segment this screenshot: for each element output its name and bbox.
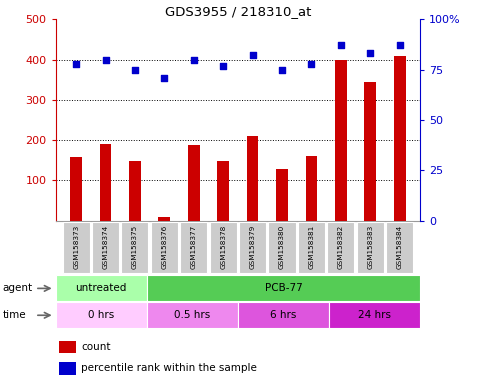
FancyBboxPatch shape xyxy=(63,222,90,273)
FancyBboxPatch shape xyxy=(298,222,325,273)
Point xyxy=(308,61,315,67)
Point xyxy=(131,66,139,73)
Text: GSM158384: GSM158384 xyxy=(397,225,403,269)
Point xyxy=(366,50,374,56)
Point xyxy=(278,66,286,73)
Text: GSM158379: GSM158379 xyxy=(250,225,256,269)
Bar xyxy=(56,302,147,328)
Bar xyxy=(247,136,258,221)
Text: GSM158376: GSM158376 xyxy=(161,225,167,269)
Text: GSM158380: GSM158380 xyxy=(279,225,285,269)
Text: 0.5 hrs: 0.5 hrs xyxy=(174,310,211,320)
Text: percentile rank within the sample: percentile rank within the sample xyxy=(81,363,257,373)
Bar xyxy=(147,302,238,328)
Bar xyxy=(56,275,147,301)
FancyBboxPatch shape xyxy=(327,222,355,273)
Text: GSM158381: GSM158381 xyxy=(309,225,314,269)
FancyBboxPatch shape xyxy=(180,222,207,273)
Text: agent: agent xyxy=(2,283,32,293)
Bar xyxy=(59,341,76,353)
Bar xyxy=(70,157,82,221)
Title: GDS3955 / 218310_at: GDS3955 / 218310_at xyxy=(165,5,311,18)
Bar xyxy=(147,275,420,301)
Point xyxy=(72,61,80,67)
Text: PCB-77: PCB-77 xyxy=(265,283,302,293)
FancyBboxPatch shape xyxy=(386,222,413,273)
FancyBboxPatch shape xyxy=(269,222,296,273)
Bar xyxy=(394,56,406,221)
Text: GSM158373: GSM158373 xyxy=(73,225,79,269)
Bar xyxy=(217,161,229,221)
Text: GSM158383: GSM158383 xyxy=(367,225,373,269)
Text: count: count xyxy=(81,342,111,352)
FancyBboxPatch shape xyxy=(239,222,266,273)
FancyBboxPatch shape xyxy=(92,222,119,273)
Point xyxy=(337,42,345,48)
Text: GSM158377: GSM158377 xyxy=(191,225,197,269)
Bar xyxy=(99,144,112,221)
FancyBboxPatch shape xyxy=(151,222,178,273)
Bar xyxy=(238,302,329,328)
Text: untreated: untreated xyxy=(75,283,127,293)
Point xyxy=(396,42,403,48)
FancyBboxPatch shape xyxy=(121,222,148,273)
Bar xyxy=(59,362,76,375)
Point xyxy=(102,56,110,63)
Bar xyxy=(335,60,347,221)
Bar xyxy=(329,302,420,328)
Bar xyxy=(188,145,199,221)
Point xyxy=(160,74,168,81)
Text: time: time xyxy=(2,310,26,320)
Text: 24 hrs: 24 hrs xyxy=(358,310,391,320)
Bar xyxy=(158,217,170,221)
FancyBboxPatch shape xyxy=(356,222,384,273)
Text: GSM158374: GSM158374 xyxy=(102,225,109,269)
Point xyxy=(190,56,198,63)
Text: 6 hrs: 6 hrs xyxy=(270,310,297,320)
Bar xyxy=(364,82,376,221)
Text: GSM158378: GSM158378 xyxy=(220,225,226,269)
Bar xyxy=(306,156,317,221)
Bar xyxy=(276,169,288,221)
FancyBboxPatch shape xyxy=(210,222,237,273)
Text: GSM158382: GSM158382 xyxy=(338,225,344,269)
Point xyxy=(219,63,227,69)
Text: 0 hrs: 0 hrs xyxy=(88,310,114,320)
Text: GSM158375: GSM158375 xyxy=(132,225,138,269)
Bar xyxy=(129,161,141,221)
Point xyxy=(249,53,256,59)
